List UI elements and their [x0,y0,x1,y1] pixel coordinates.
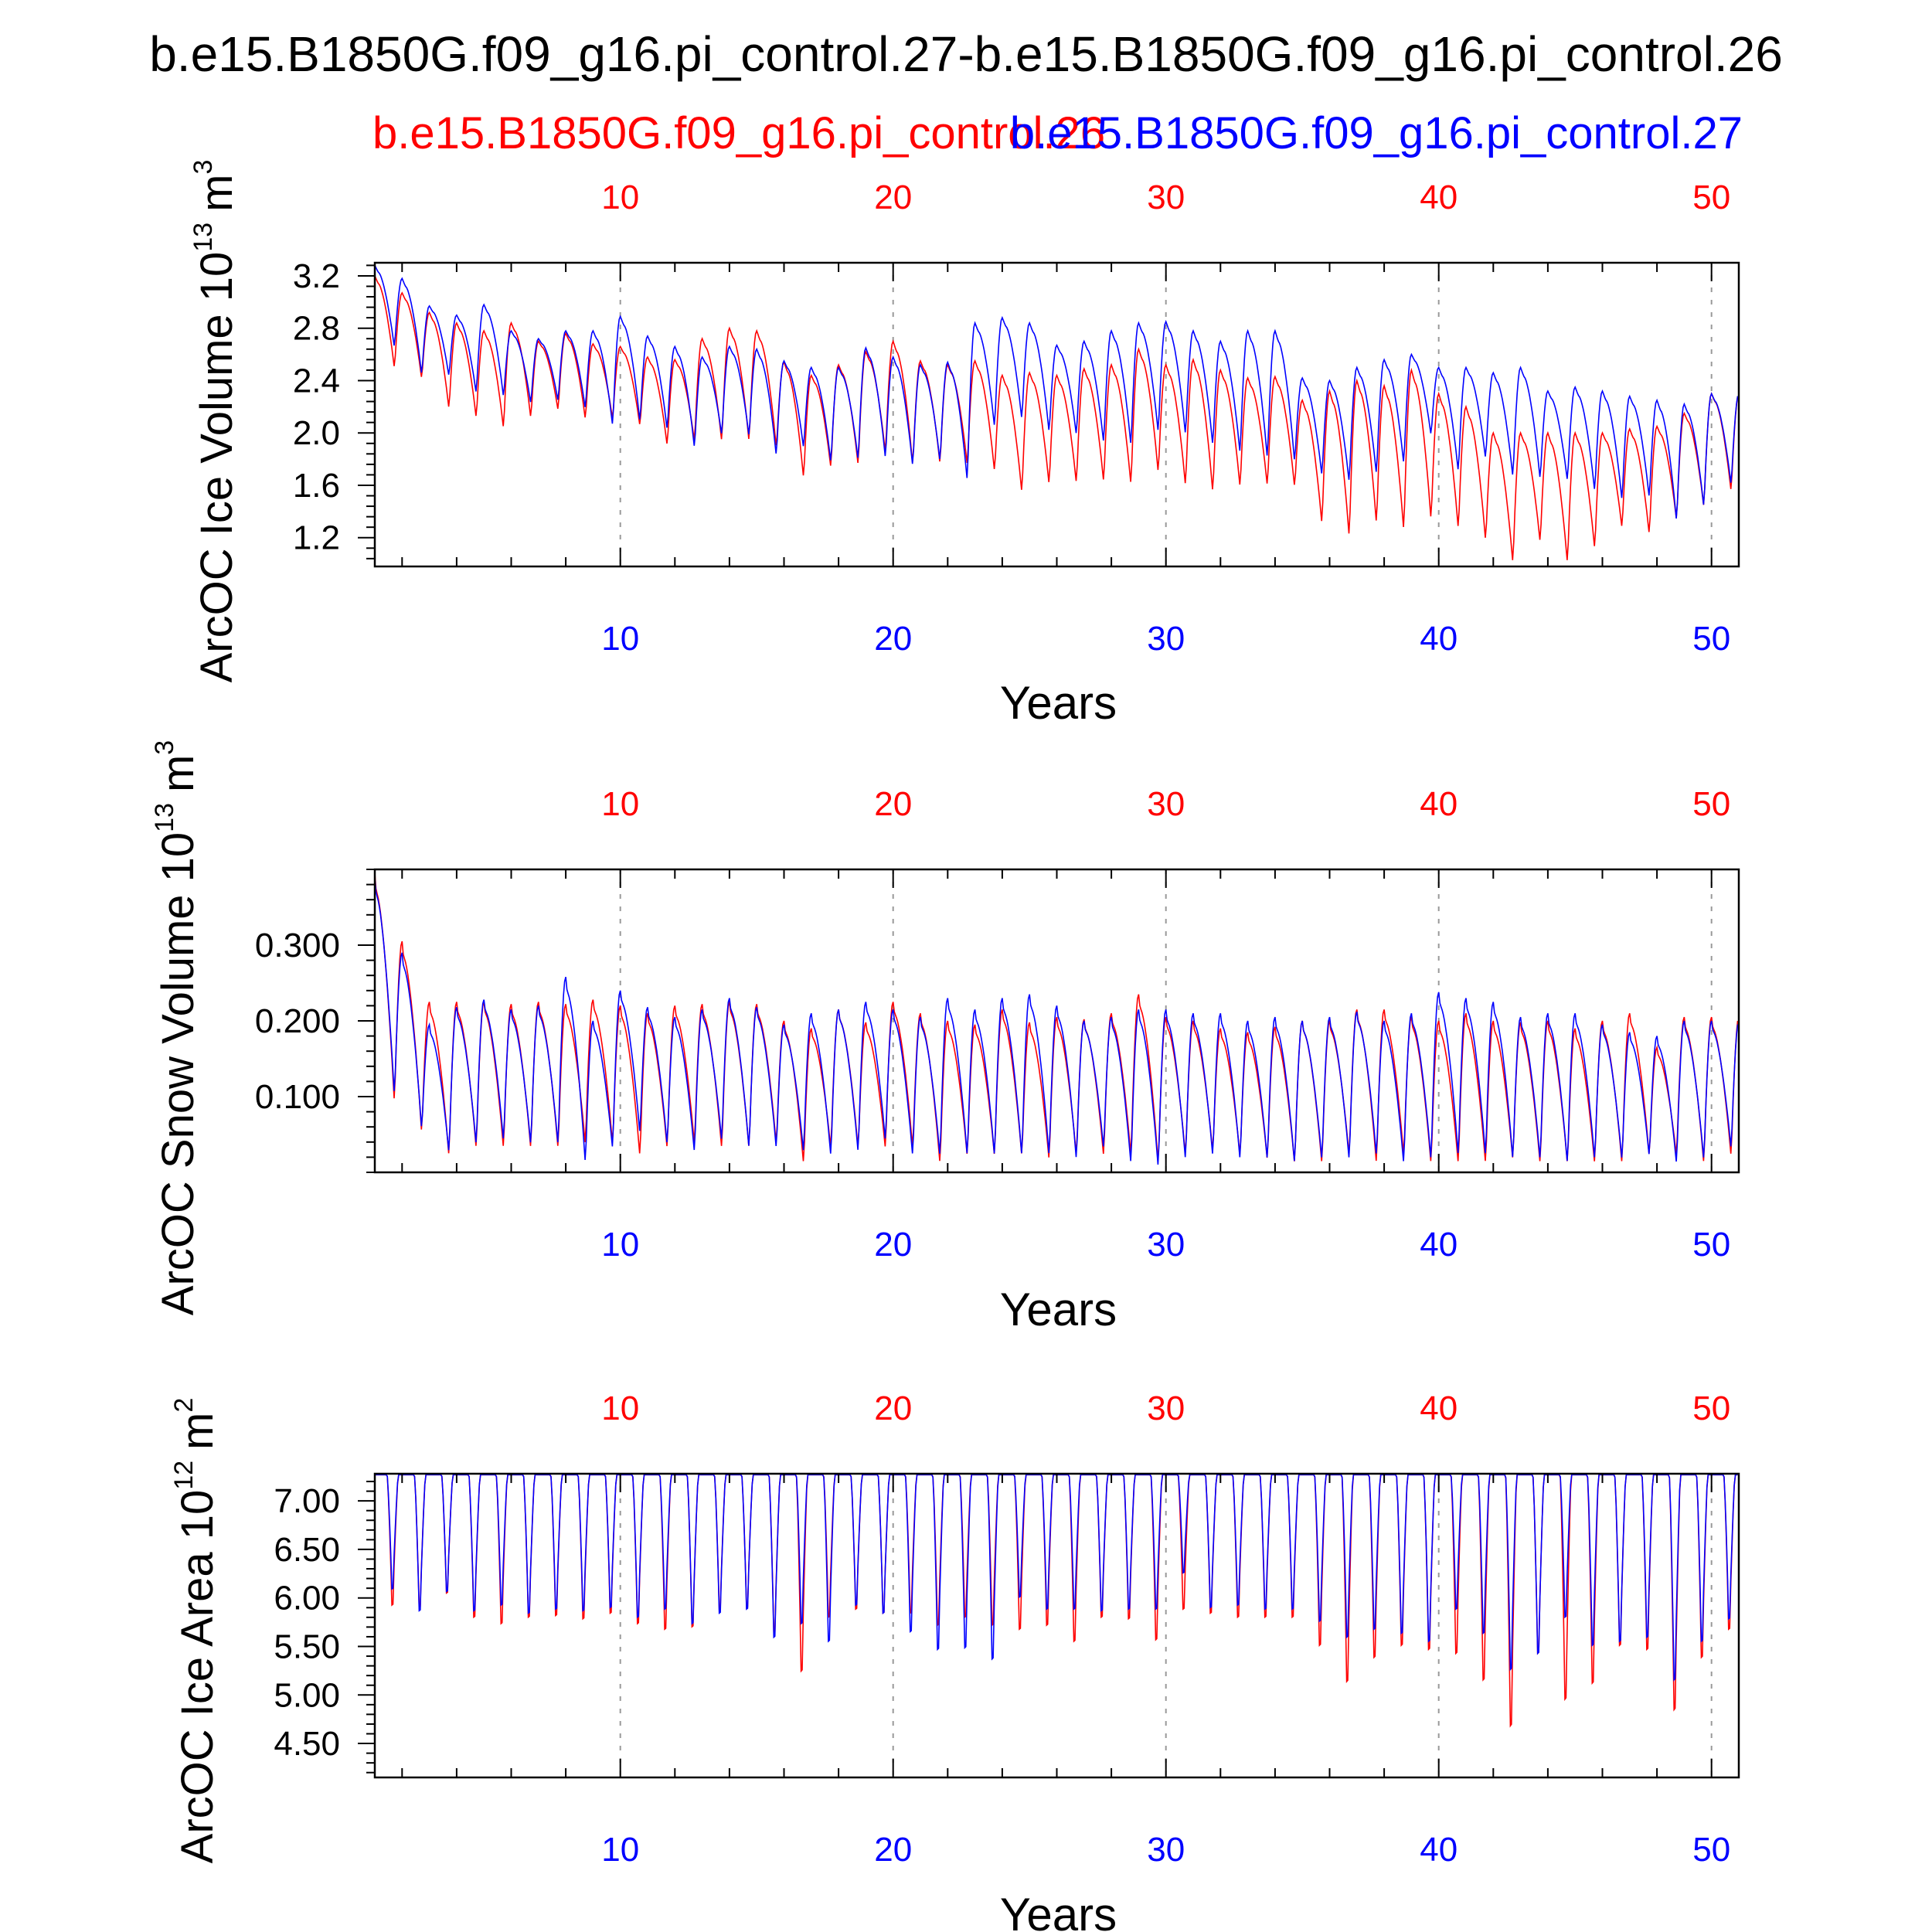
y-tick-label: 2.8 [293,310,340,348]
y-axis-title-unit: m [192,175,242,212]
main-title: b.e15.B1850G.f09_g16.pi_control.27-b.e15… [149,26,1783,82]
y-axis-title-exponent: 13 [189,223,218,252]
y-tick-label: 2.4 [293,362,340,400]
y-axis-title-unit-exponent: 2 [169,1398,199,1413]
bottom-tick-label: 50 [1692,620,1730,658]
bottom-tick-label: 30 [1147,1831,1185,1869]
y-tick-label: 1.6 [293,467,340,505]
y-tick-label: 1.2 [293,519,340,557]
top-tick-label: 40 [1420,1389,1458,1427]
bottom-tick-label: 10 [601,1226,639,1264]
bottom-tick-label: 40 [1420,620,1458,658]
top-tick-label: 20 [874,179,912,216]
x-axis-title: Years [1000,1889,1117,1932]
top-tick-label: 10 [601,179,639,216]
y-tick-label: 6.50 [274,1531,340,1569]
y-axis-title-unit: m [172,1413,223,1450]
bottom-tick-label: 10 [601,1831,639,1869]
bottom-tick-label: 40 [1420,1226,1458,1264]
top-tick-label: 50 [1692,1389,1730,1427]
top-tick-label: 30 [1147,1389,1185,1427]
y-tick-label: 6.00 [274,1580,340,1617]
y-axis-title: ArcOC Ice Volume 1013 m3 [189,160,242,683]
series-line-case26 [375,275,1739,560]
y-tick-label: 0.100 [255,1078,340,1116]
series-line-case26 [375,1474,1738,1728]
bottom-tick-label: 50 [1692,1831,1730,1869]
legend-label-case27: b.e15.B1850G.f09_g16.pi_control.27 [1010,108,1743,158]
y-axis-title-unit-exponent: 3 [150,740,179,755]
bottom-tick-label: 40 [1420,1831,1458,1869]
y-axis-title-base: ArcOC Ice Volume 10 [192,252,242,683]
y-axis-title-unit: m [153,755,203,792]
top-tick-label: 20 [874,785,912,823]
series-line-case27 [375,265,1739,519]
legend-label-case26: b.e15.B1850G.f09_g16.pi_control.26 [372,108,1105,158]
top-tick-label: 30 [1147,179,1185,216]
bottom-tick-label: 20 [874,1831,912,1869]
panels: 10 10 20 20 30 30 40 40 50 50 1.2 1.6 2.0 2.4 2.8 3.2 Ye… [150,160,1740,1932]
y-tick-label: 5.50 [274,1628,340,1665]
y-axis-title-exponent: 13 [150,803,179,832]
series-line-case26 [375,872,1739,1162]
panel-1: 10 10 20 20 30 30 40 40 50 50 1.2 1.6 2.0 2.4 2.8 3.2 Ye… [189,160,1740,729]
y-tick-label: 7.00 [274,1482,340,1520]
x-axis-title: Years [1000,677,1117,729]
plot-frame [373,261,1740,568]
top-tick-label: 30 [1147,785,1185,823]
series-line-case27 [375,1474,1738,1682]
bottom-tick-label: 20 [874,1226,912,1264]
y-axis-title-base: ArcOC Ice Area 10 [172,1490,223,1864]
y-tick-label: 5.00 [274,1676,340,1714]
bottom-tick-label: 30 [1147,620,1185,658]
y-axis-title: ArcOC Snow Volume 1013 m3 [150,740,203,1315]
y-tick-label: 2.0 [293,414,340,452]
panel-2: 10 10 20 20 30 30 40 40 50 50 0.100 0.200 0.300 Years… [150,740,1740,1335]
top-tick-label: 40 [1420,179,1458,216]
top-tick-label: 50 [1692,179,1730,216]
y-axis-title: ArcOC Ice Area 1012 m2 [169,1398,223,1864]
y-tick-label: 0.200 [255,1002,340,1040]
bottom-tick-label: 30 [1147,1226,1185,1264]
top-tick-label: 50 [1692,785,1730,823]
bottom-tick-label: 50 [1692,1226,1730,1264]
y-tick-label: 3.2 [293,257,340,295]
bottom-tick-label: 20 [874,620,912,658]
y-axis-title-base: ArcOC Snow Volume 10 [153,832,203,1315]
panel-3: 10 10 20 20 30 30 40 40 50 50 4.50 5.00 5.50 6.00 6.50… [169,1389,1740,1932]
series-line-case27 [375,876,1739,1165]
y-axis-title-exponent: 12 [169,1461,199,1490]
y-tick-label: 0.300 [255,927,340,964]
top-tick-label: 40 [1420,785,1458,823]
bottom-tick-label: 10 [601,620,639,658]
y-tick-label: 4.50 [274,1725,340,1763]
top-tick-label: 10 [601,785,639,823]
top-tick-label: 20 [874,1389,912,1427]
x-axis-title: Years [1000,1284,1117,1335]
top-tick-label: 10 [601,1389,639,1427]
y-axis-title-unit-exponent: 3 [189,160,218,175]
